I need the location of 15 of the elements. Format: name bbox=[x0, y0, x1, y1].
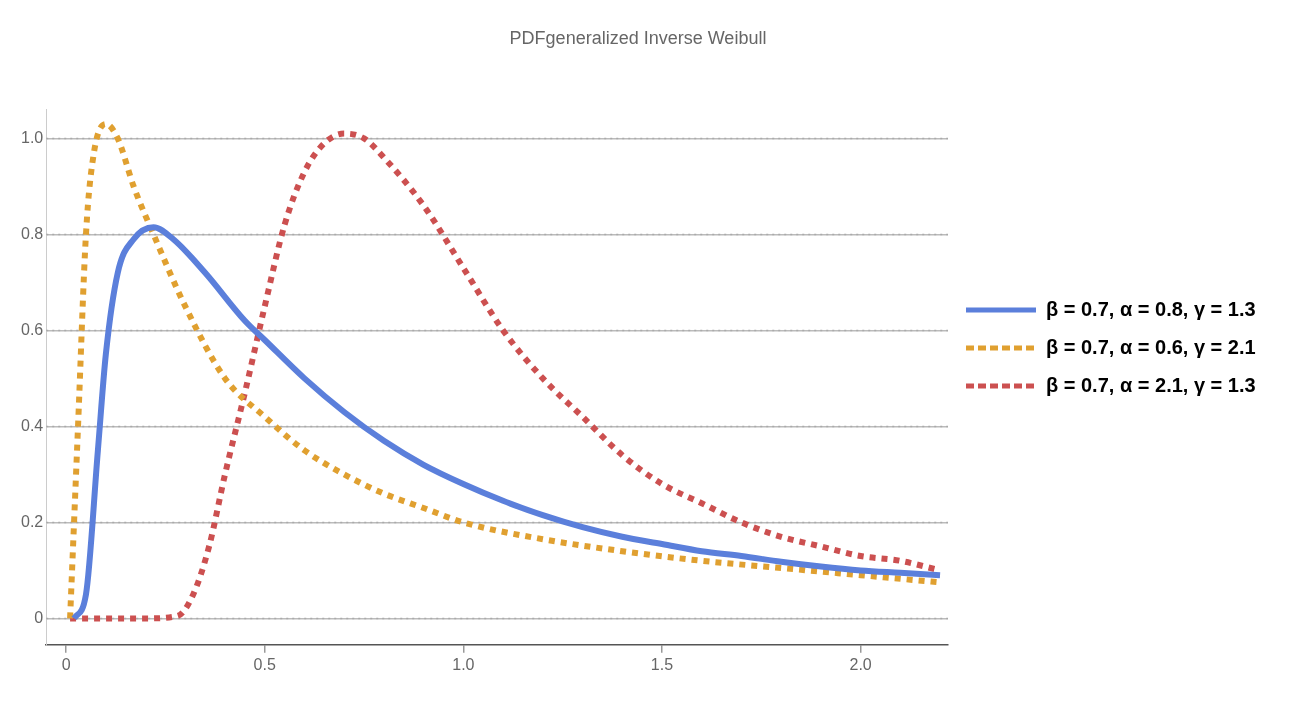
y-tick-label: 0.8 bbox=[20, 224, 44, 242]
y-tick-label: 0.6 bbox=[20, 320, 44, 338]
x-tick-label: 0.5 bbox=[253, 655, 276, 673]
x-tick-label: 2.0 bbox=[849, 655, 872, 673]
chart-title: PDFgeneralized Inverse Weibull bbox=[509, 27, 767, 48]
y-tick-label: 0.4 bbox=[20, 416, 44, 434]
x-tick-label: 1.0 bbox=[452, 655, 475, 673]
legend-label: β = 0.7, α = 2.1, γ = 1.3 bbox=[1046, 373, 1256, 396]
x-tick-label: 0 bbox=[61, 655, 71, 673]
y-tick-label: 0.2 bbox=[20, 512, 44, 530]
y-tick-label: 1.0 bbox=[20, 128, 44, 146]
x-tick-label: 1.5 bbox=[650, 655, 674, 673]
legend-label: β = 0.7, α = 0.8, γ = 1.3 bbox=[1046, 297, 1256, 320]
y-tick-label: 0 bbox=[34, 608, 44, 626]
legend-label: β = 0.7, α = 0.6, γ = 2.1 bbox=[1046, 335, 1256, 358]
